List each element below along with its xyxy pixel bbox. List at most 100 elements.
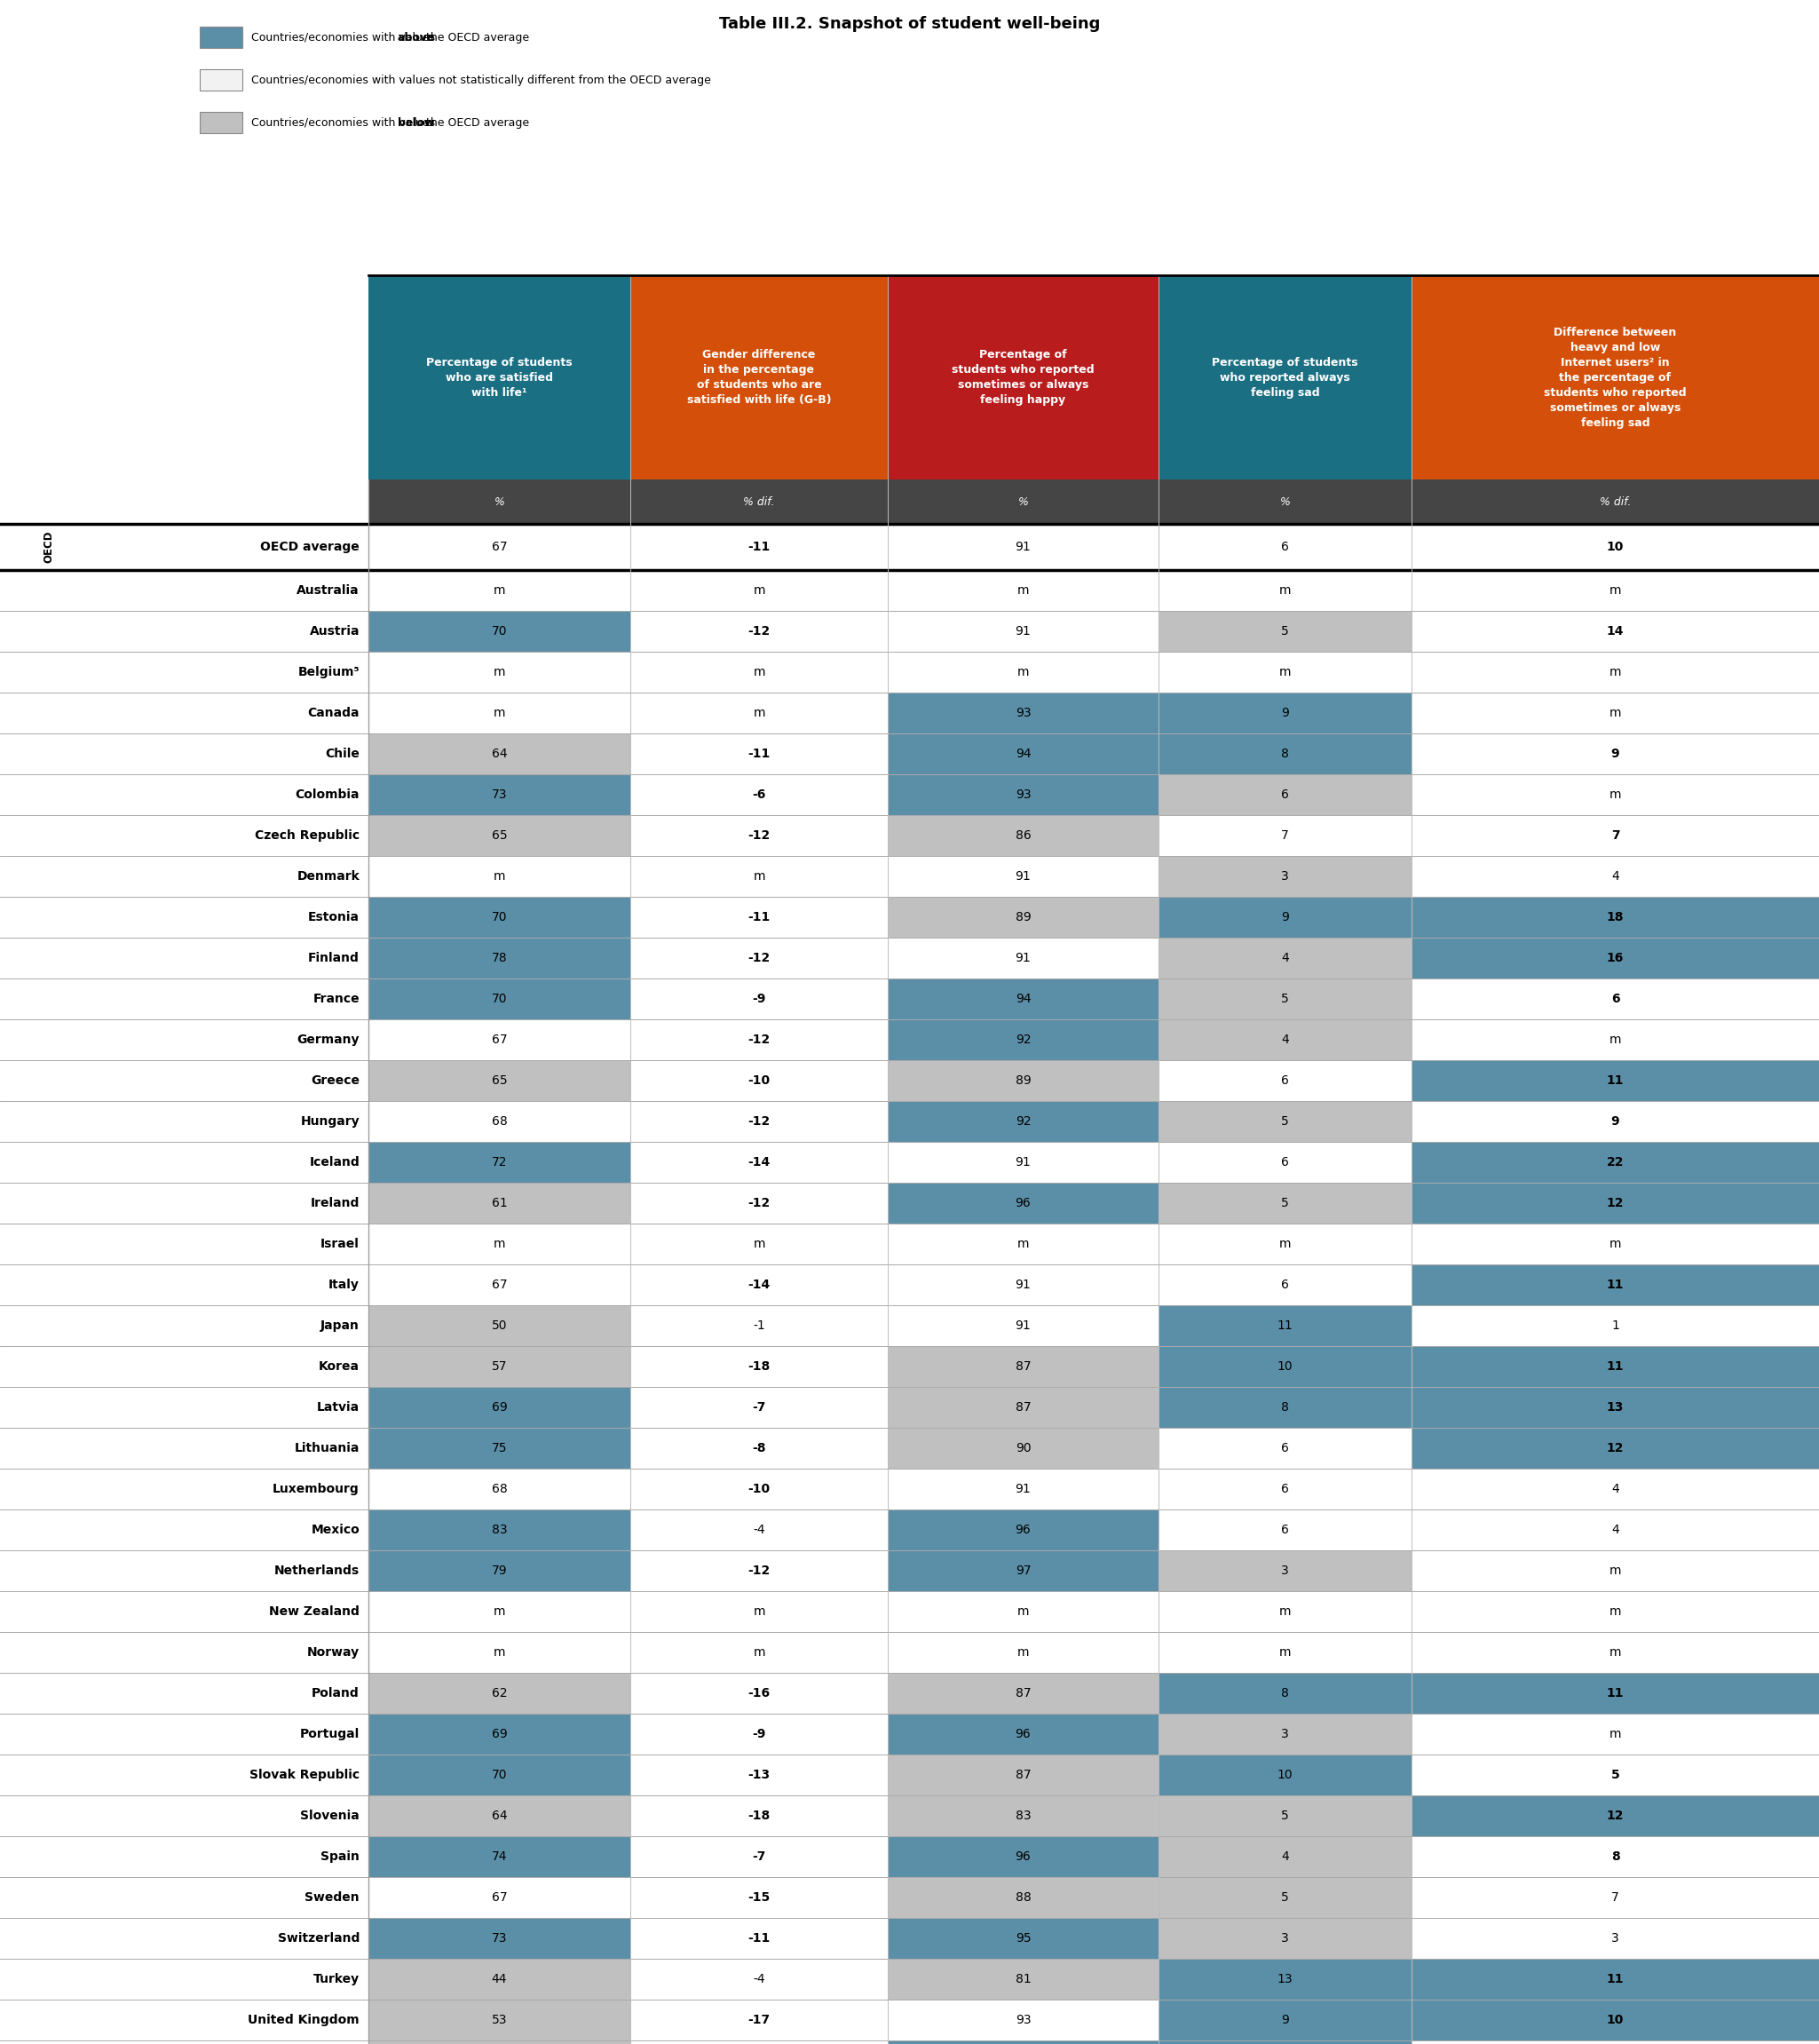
Text: 70: 70 xyxy=(491,1768,508,1780)
Text: Ireland: Ireland xyxy=(311,1198,360,1210)
Bar xyxy=(1412,1631,1819,1672)
Bar xyxy=(200,69,242,90)
Text: 78: 78 xyxy=(491,953,508,965)
Text: Austria: Austria xyxy=(309,625,360,638)
Bar xyxy=(0,938,369,979)
Text: 91: 91 xyxy=(1015,1482,1031,1496)
Bar xyxy=(200,112,242,133)
Text: 7: 7 xyxy=(1612,1891,1619,1903)
Text: 8: 8 xyxy=(1612,1850,1619,1862)
Bar xyxy=(1412,1347,1819,1388)
Text: -10: -10 xyxy=(748,1075,769,1087)
Text: 87: 87 xyxy=(1015,1686,1031,1699)
Text: Japan: Japan xyxy=(320,1320,360,1333)
Text: Mexico: Mexico xyxy=(311,1523,360,1537)
Text: Korea: Korea xyxy=(318,1361,360,1374)
Bar xyxy=(1159,1713,1412,1754)
Text: Australia: Australia xyxy=(296,585,360,597)
Text: -11: -11 xyxy=(748,1932,769,1944)
Bar xyxy=(0,611,369,652)
Bar xyxy=(888,1224,1159,1265)
Bar xyxy=(0,775,369,816)
Text: Czech Republic: Czech Republic xyxy=(255,830,360,842)
Bar xyxy=(1412,1020,1819,1061)
Text: 14: 14 xyxy=(1606,625,1624,638)
Bar xyxy=(369,1917,631,1958)
Text: 10: 10 xyxy=(1606,542,1624,554)
Text: % dif.: % dif. xyxy=(744,497,775,507)
Text: 4: 4 xyxy=(1281,1850,1290,1862)
Text: 94: 94 xyxy=(1015,993,1031,1006)
Bar xyxy=(0,523,1819,570)
Text: 6: 6 xyxy=(1612,993,1619,1006)
Text: Norway: Norway xyxy=(307,1645,360,1658)
Text: below: below xyxy=(398,117,435,129)
Text: m: m xyxy=(493,1605,506,1617)
Bar xyxy=(369,1183,631,1224)
Bar xyxy=(369,1143,631,1183)
Bar xyxy=(888,1958,1159,1999)
Text: 96: 96 xyxy=(1015,1198,1031,1210)
Text: 64: 64 xyxy=(491,1809,508,1821)
Text: Netherlands: Netherlands xyxy=(275,1564,360,1578)
Text: Colombia: Colombia xyxy=(295,789,360,801)
Bar xyxy=(631,611,888,652)
Text: 68: 68 xyxy=(491,1482,508,1496)
Text: 83: 83 xyxy=(491,1523,508,1537)
Bar xyxy=(0,1265,369,1306)
Bar xyxy=(1412,1917,1819,1958)
Text: 91: 91 xyxy=(1015,542,1031,554)
Text: Chile: Chile xyxy=(326,748,360,760)
Bar xyxy=(369,1999,631,2040)
Text: 70: 70 xyxy=(491,912,508,924)
Bar xyxy=(1412,1306,1819,1347)
Text: 13: 13 xyxy=(1606,1400,1624,1414)
Text: 4: 4 xyxy=(1281,1034,1290,1047)
Text: Portugal: Portugal xyxy=(300,1727,360,1739)
Text: 86: 86 xyxy=(1015,830,1031,842)
Bar xyxy=(1412,1224,1819,1265)
Text: -12: -12 xyxy=(748,1116,769,1128)
Text: 50: 50 xyxy=(491,1320,508,1333)
Text: 5: 5 xyxy=(1281,1116,1290,1128)
Bar xyxy=(888,523,1159,570)
Text: 7: 7 xyxy=(1281,830,1290,842)
Bar xyxy=(369,734,631,775)
Bar xyxy=(369,1347,631,1388)
Text: -13: -13 xyxy=(748,1768,769,1780)
Text: 5: 5 xyxy=(1281,625,1290,638)
Text: 3: 3 xyxy=(1281,1564,1290,1578)
Bar xyxy=(1159,570,1412,611)
Text: 67: 67 xyxy=(491,1280,508,1292)
Text: Gender difference
in the percentage
of students who are
satisfied with life (G-B: Gender difference in the percentage of s… xyxy=(688,350,831,407)
Text: 57: 57 xyxy=(491,1361,508,1374)
Bar xyxy=(369,570,631,611)
Bar xyxy=(1159,938,1412,979)
Bar xyxy=(369,1306,631,1347)
Text: -17: -17 xyxy=(748,2013,769,2026)
Text: Iceland: Iceland xyxy=(309,1157,360,1169)
Text: 8: 8 xyxy=(1281,1686,1290,1699)
Bar xyxy=(888,1102,1159,1143)
Bar xyxy=(631,1549,888,1590)
Bar xyxy=(888,1917,1159,1958)
Bar xyxy=(1159,1754,1412,1795)
Text: 87: 87 xyxy=(1015,1400,1031,1414)
Text: -12: -12 xyxy=(748,830,769,842)
Text: New Zealand: New Zealand xyxy=(269,1605,360,1617)
Text: 6: 6 xyxy=(1281,1075,1290,1087)
Text: 9: 9 xyxy=(1281,707,1290,719)
Bar xyxy=(369,276,631,480)
Bar xyxy=(0,897,369,938)
Bar xyxy=(1159,1549,1412,1590)
Bar xyxy=(1412,1672,1819,1713)
Text: m: m xyxy=(1610,707,1621,719)
Text: Denmark: Denmark xyxy=(296,871,360,883)
Text: Germany: Germany xyxy=(296,1034,360,1047)
Text: -10: -10 xyxy=(748,1482,769,1496)
Bar xyxy=(1159,1836,1412,1876)
Bar xyxy=(1412,1265,1819,1306)
Text: Slovenia: Slovenia xyxy=(300,1809,360,1821)
Text: 18: 18 xyxy=(1606,912,1624,924)
Bar xyxy=(369,1508,631,1549)
